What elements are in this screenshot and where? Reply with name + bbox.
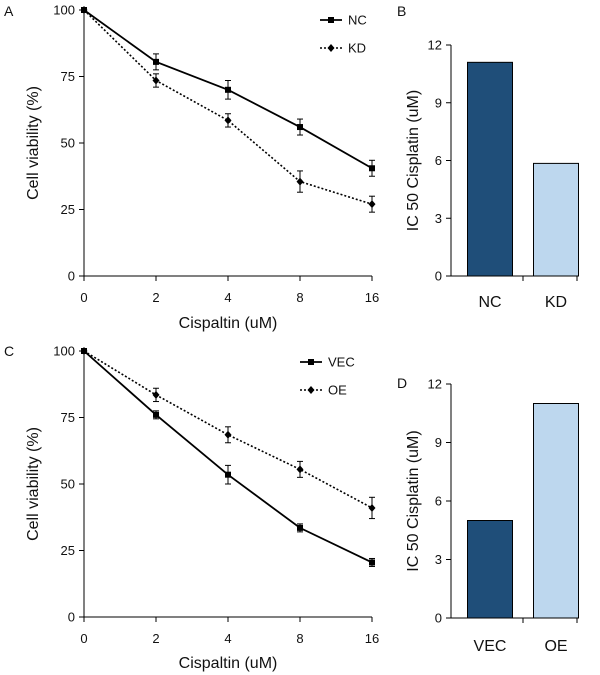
data-point-oe xyxy=(368,503,376,512)
x-tick-label: 16 xyxy=(365,631,379,646)
y-tick-label: 0 xyxy=(435,611,442,626)
x-tick-label: 8 xyxy=(296,290,303,305)
series-line-kd xyxy=(83,9,373,205)
legend-label-oe: OE xyxy=(328,383,347,398)
category-label-vec: VEC xyxy=(474,638,507,655)
category-label-oe: OE xyxy=(544,638,567,655)
bar-oe xyxy=(533,403,579,619)
panel-letter-a: A xyxy=(4,3,14,19)
bar-nc xyxy=(467,61,513,277)
x-tick-label: 0 xyxy=(80,631,87,646)
x-tick-label: 16 xyxy=(365,290,379,305)
data-point-nc xyxy=(225,86,231,93)
data-point-nc xyxy=(297,124,303,131)
y-axis-title: IC 50 Cisplatin (uM) xyxy=(405,90,422,231)
y-tick-label: 100 xyxy=(53,3,75,18)
y-tick-label: 0 xyxy=(68,610,75,625)
data-point-nc xyxy=(369,165,375,172)
data-point-oe xyxy=(296,465,304,474)
y-axis-title: Cell viability (%) xyxy=(25,427,42,541)
category-label-nc: NC xyxy=(478,294,501,311)
y-tick-label: 6 xyxy=(435,494,442,509)
data-point-kd xyxy=(296,177,304,186)
y-tick-label: 12 xyxy=(428,377,442,392)
data-point-oe xyxy=(224,430,232,439)
y-tick-label: 100 xyxy=(53,344,75,359)
data-point-oe xyxy=(152,390,160,399)
y-tick-label: 50 xyxy=(61,477,75,492)
legend-label-kd: KD xyxy=(348,41,366,56)
x-tick-label: 2 xyxy=(152,290,159,305)
legend-marker-oe xyxy=(307,386,315,394)
bar-kd xyxy=(533,162,579,277)
line-chart-a: 0 25 50 75 100 0 2 4 8 16 Cispaltin (uM) Cell viabi… xyxy=(25,3,379,333)
x-tick-label: 8 xyxy=(296,631,303,646)
legend-marker-nc xyxy=(328,17,334,23)
x-tick-label: 0 xyxy=(80,290,87,305)
y-tick-label: 0 xyxy=(435,269,442,284)
panel-letter-c: C xyxy=(4,343,14,359)
y-tick-label: 50 xyxy=(61,136,75,151)
y-axis-title: IC 50 Cisplatin (uM) xyxy=(405,430,422,571)
y-tick-label: 9 xyxy=(435,95,442,110)
data-point-vec xyxy=(369,559,375,566)
data-point-oe xyxy=(80,347,88,355)
x-axis-title: Cispaltin (uM) xyxy=(179,315,278,332)
line-chart-c: 0 25 50 75 100 0 2 4 8 16 Cispaltin (uM) Cell viabi… xyxy=(25,344,379,673)
bar-chart-b: 0 3 6 9 12 IC 50 Cisplatin (uM) NC KD xyxy=(405,38,579,311)
y-tick-label: 3 xyxy=(435,552,442,567)
data-point-vec xyxy=(225,471,231,478)
bar-vec xyxy=(467,520,513,619)
data-point-kd xyxy=(80,6,88,14)
panel-letter-d: D xyxy=(397,375,407,391)
legend-marker-kd xyxy=(327,44,335,52)
y-tick-label: 25 xyxy=(61,543,75,558)
legend-marker-vec xyxy=(308,359,314,365)
data-point-vec xyxy=(297,524,303,531)
y-tick-label: 3 xyxy=(435,211,442,226)
y-tick-label: 9 xyxy=(435,435,442,450)
legend-label-nc: NC xyxy=(348,13,367,28)
bar-chart-d: 0 3 6 9 12 IC 50 Cisplatin (uM) VEC OE xyxy=(405,377,579,655)
data-point-kd xyxy=(152,76,160,85)
y-tick-label: 75 xyxy=(61,69,75,84)
category-label-kd: KD xyxy=(545,294,567,311)
panel-letter-b: B xyxy=(397,3,406,19)
series-line-oe xyxy=(83,350,373,509)
x-tick-label: 2 xyxy=(152,631,159,646)
y-tick-label: 0 xyxy=(68,269,75,284)
y-tick-label: 6 xyxy=(435,153,442,168)
x-tick-label: 4 xyxy=(224,631,231,646)
y-tick-label: 25 xyxy=(61,202,75,217)
x-axis-title: Cispaltin (uM) xyxy=(179,655,278,672)
y-axis-title: Cell viability (%) xyxy=(25,86,42,200)
y-tick-label: 75 xyxy=(61,410,75,425)
plot-area: 0 25 50 75 100 0 2 4 8 16 Cispaltin (uM) Cell viabi… xyxy=(25,3,579,673)
data-point-kd xyxy=(368,200,376,209)
data-point-kd xyxy=(224,116,232,125)
data-point-nc xyxy=(153,58,159,65)
x-tick-label: 4 xyxy=(224,290,231,305)
legend-label-vec: VEC xyxy=(328,355,355,370)
y-tick-label: 12 xyxy=(428,38,442,53)
data-point-vec xyxy=(153,411,159,418)
